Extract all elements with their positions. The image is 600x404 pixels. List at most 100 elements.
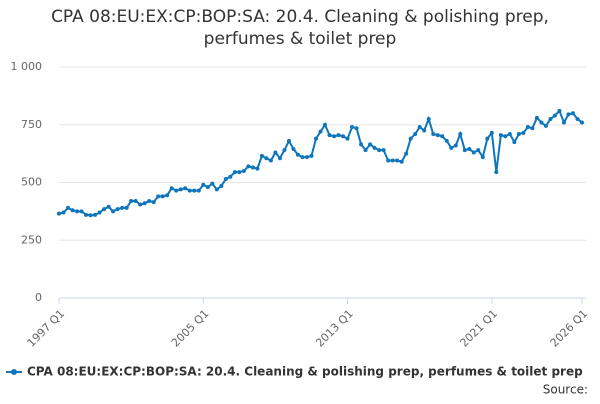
data-point bbox=[426, 116, 431, 121]
data-point bbox=[404, 151, 409, 156]
data-point bbox=[476, 148, 481, 153]
data-point bbox=[241, 168, 246, 173]
data-point bbox=[543, 123, 548, 128]
data-point bbox=[575, 116, 580, 121]
data-point bbox=[345, 136, 350, 141]
data-point bbox=[368, 142, 373, 147]
data-point bbox=[223, 177, 228, 182]
data-point bbox=[471, 150, 476, 155]
data-point bbox=[521, 130, 526, 135]
data-point bbox=[552, 113, 557, 118]
data-point bbox=[178, 187, 183, 192]
data-point bbox=[354, 126, 359, 131]
data-point bbox=[201, 182, 206, 187]
data-point bbox=[422, 128, 427, 133]
data-point bbox=[539, 120, 544, 125]
data-point bbox=[512, 140, 517, 145]
legend-label: CPA 08:EU:EX:CP:BOP:SA: 20.4. Cleaning &… bbox=[27, 365, 583, 379]
x-tick-label: 2013 Q1 bbox=[313, 307, 356, 350]
data-point bbox=[534, 115, 539, 120]
data-point bbox=[295, 152, 300, 157]
data-point bbox=[489, 130, 494, 135]
data-point bbox=[142, 201, 147, 206]
data-point bbox=[566, 112, 571, 117]
data-point bbox=[246, 164, 251, 169]
data-point bbox=[232, 170, 237, 175]
data-point bbox=[61, 210, 66, 215]
source: Source: bbox=[543, 383, 588, 397]
data-point bbox=[228, 174, 233, 179]
data-point bbox=[75, 209, 80, 214]
data-point bbox=[449, 145, 454, 150]
data-point bbox=[399, 159, 404, 164]
data-point bbox=[395, 158, 400, 163]
data-point bbox=[381, 148, 386, 153]
data-point bbox=[151, 200, 156, 205]
data-point bbox=[304, 155, 309, 160]
data-point bbox=[133, 198, 138, 203]
data-point bbox=[507, 131, 512, 136]
data-point bbox=[525, 125, 530, 130]
data-point bbox=[124, 205, 129, 210]
data-point bbox=[156, 194, 161, 199]
data-point bbox=[350, 125, 355, 130]
data-point bbox=[557, 108, 562, 113]
data-point bbox=[458, 131, 463, 136]
data-point bbox=[88, 213, 93, 218]
data-point bbox=[300, 155, 305, 160]
data-point bbox=[453, 143, 458, 148]
data-point bbox=[273, 150, 278, 155]
y-tick-label: 750 bbox=[21, 118, 42, 131]
data-point bbox=[93, 212, 98, 217]
data-point bbox=[503, 134, 508, 139]
data-point bbox=[377, 148, 382, 153]
x-tick-label: 1997 Q1 bbox=[25, 307, 68, 350]
data-line bbox=[58, 109, 583, 217]
data-point bbox=[264, 156, 269, 161]
data-point bbox=[115, 207, 120, 212]
data-point bbox=[57, 211, 61, 216]
data-point bbox=[106, 204, 111, 209]
data-point bbox=[66, 205, 71, 210]
chart-title: CPA 08:EU:EX:CP:BOP:SA: 20.4. Cleaning &… bbox=[51, 7, 549, 49]
data-point bbox=[111, 209, 116, 214]
data-point bbox=[372, 145, 377, 150]
data-point bbox=[102, 207, 107, 212]
data-point bbox=[440, 134, 445, 139]
data-point bbox=[327, 133, 332, 138]
data-point bbox=[237, 170, 242, 175]
data-point bbox=[70, 208, 75, 213]
data-point bbox=[332, 134, 337, 139]
x-tick-label: 2021 Q1 bbox=[458, 307, 501, 350]
data-point bbox=[255, 166, 260, 171]
data-point bbox=[259, 153, 264, 158]
data-point bbox=[291, 147, 296, 152]
data-point bbox=[147, 198, 152, 203]
data-point bbox=[467, 147, 472, 152]
data-point bbox=[480, 155, 485, 160]
data-point bbox=[214, 187, 219, 192]
data-point bbox=[444, 138, 449, 143]
data-point bbox=[570, 111, 575, 116]
data-point bbox=[341, 134, 346, 139]
data-point bbox=[277, 156, 282, 161]
data-point bbox=[485, 136, 490, 141]
data-point bbox=[219, 183, 224, 188]
data-point bbox=[313, 136, 318, 141]
data-point bbox=[413, 131, 418, 136]
y-tick-label: 250 bbox=[21, 233, 42, 246]
data-point bbox=[169, 186, 174, 191]
data-point bbox=[386, 158, 391, 163]
data-point bbox=[408, 136, 413, 141]
data-point bbox=[174, 188, 179, 193]
data-point bbox=[494, 170, 499, 175]
y-tick-label: 1 000 bbox=[11, 60, 43, 73]
data-point bbox=[462, 148, 467, 153]
data-point bbox=[192, 188, 197, 193]
data-point bbox=[309, 153, 314, 158]
data-point bbox=[336, 133, 341, 138]
data-point bbox=[318, 129, 323, 134]
data-point bbox=[530, 126, 535, 131]
x-tick-label: 2026 Q1 bbox=[548, 307, 591, 350]
